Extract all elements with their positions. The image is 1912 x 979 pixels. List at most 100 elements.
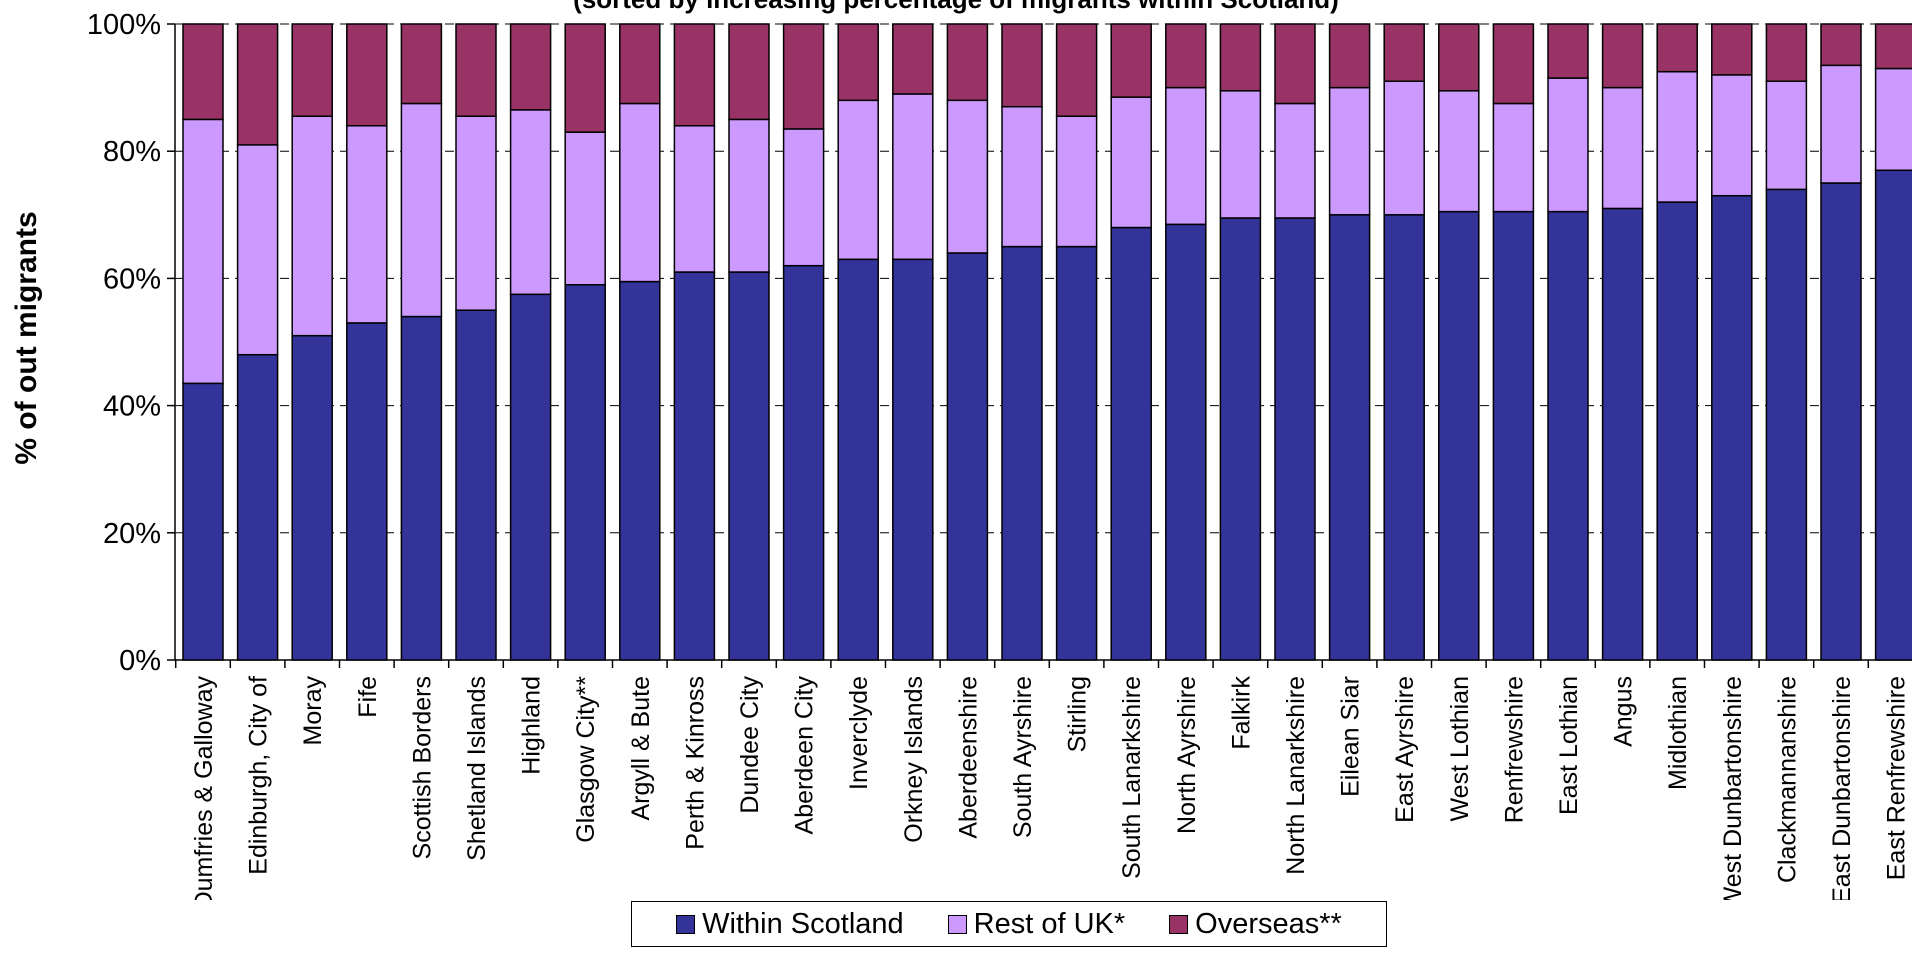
bar-segment <box>1547 77 1589 213</box>
bar-segment <box>291 334 333 661</box>
bar-segment <box>346 23 388 127</box>
x-tick-label: Perth & Kinross <box>681 676 709 850</box>
bar-segment <box>1547 210 1589 661</box>
bar-segment <box>837 99 879 261</box>
x-tick-label: North Ayrshire <box>1173 676 1201 834</box>
bar-segment <box>1001 245 1043 661</box>
x-tick-label: Fife <box>354 676 382 718</box>
bar-segment <box>1656 201 1698 661</box>
bar-segment <box>1492 23 1535 105</box>
y-tick-label: 20% <box>103 518 161 550</box>
bar-segment <box>1711 194 1753 661</box>
bar-segment <box>1492 102 1535 213</box>
x-tick-label: Aberdeenshire <box>954 676 982 839</box>
bar-segment <box>1438 23 1480 92</box>
bar-segment <box>1165 223 1207 661</box>
y-tick-label: 60% <box>103 263 161 295</box>
bar-segment <box>346 322 388 661</box>
bar-segment <box>1328 23 1371 89</box>
x-tick-label: East Renfrewshire <box>1883 676 1911 880</box>
chart-title: (sorted by increasing percentage of migr… <box>0 0 1912 15</box>
x-tick-label: Argyll & Bute <box>627 676 655 821</box>
bar-segment <box>1438 210 1480 661</box>
bar-segment <box>1601 86 1644 210</box>
bar-segment <box>1110 96 1152 229</box>
x-tick-label: Edinburgh, City of <box>245 676 273 875</box>
x-tick-label: East Dunbartonshire <box>1828 676 1856 900</box>
y-tick-label: 0% <box>119 645 161 677</box>
legend-swatch <box>676 914 696 934</box>
bar-segment <box>236 144 279 356</box>
bar-segment <box>1274 102 1316 219</box>
y-tick-label: 40% <box>103 391 161 423</box>
bar-segment <box>1165 23 1207 89</box>
bar-segment <box>1492 210 1535 661</box>
bar-segment <box>619 23 661 105</box>
bar-segment <box>892 23 934 95</box>
bar-segment <box>509 23 552 111</box>
bar-segment <box>1820 23 1862 67</box>
bar-segment <box>564 23 606 133</box>
x-tick-label: East Ayrshire <box>1391 676 1419 823</box>
bar-segment <box>182 382 224 661</box>
bar-segment <box>1055 23 1098 117</box>
x-tick-label: Orkney Islands <box>900 676 928 843</box>
legend-item: Overseas** <box>1169 908 1342 941</box>
x-tick-label: West Dunbartonshire <box>1719 676 1747 900</box>
bar-segment <box>291 115 333 337</box>
legend-swatch <box>1169 914 1189 934</box>
x-tick-label: East Lothian <box>1555 676 1583 815</box>
bar-segment <box>182 118 224 385</box>
x-tick-label: Highland <box>518 676 546 775</box>
bar-segment <box>509 293 552 661</box>
legend-label: Overseas** <box>1195 907 1342 940</box>
bar-segment <box>782 128 825 267</box>
bar-segment <box>728 271 770 661</box>
x-tick-label: South Lanarkshire <box>1118 676 1146 879</box>
bar-segment <box>1656 70 1698 203</box>
x-tick-label: Dundee City <box>736 676 764 814</box>
x-tick-label: Stirling <box>1064 676 1092 752</box>
bar-segment <box>1001 23 1043 108</box>
bar-segment <box>1820 64 1862 184</box>
bar-segment <box>1383 214 1425 661</box>
bar-segment <box>182 23 224 121</box>
bar-segment <box>946 23 989 102</box>
bar-segment <box>455 23 497 117</box>
bar-segment <box>1219 23 1262 92</box>
bar-segment <box>1874 23 1912 70</box>
bar-segment <box>892 93 934 261</box>
bar-segment <box>400 23 443 105</box>
bar-segment <box>564 284 606 661</box>
bar-segment <box>1656 23 1698 73</box>
bar-segment <box>619 102 661 283</box>
bar-segment <box>564 131 606 286</box>
bar-segment <box>1165 86 1207 226</box>
x-tick-label: Midlothian <box>1664 676 1692 790</box>
bar-segment <box>1874 67 1912 172</box>
bar-segment <box>1438 90 1480 213</box>
x-tick-label: Aberdeen City <box>791 676 819 835</box>
x-tick-label: Eilean Siar <box>1337 676 1365 797</box>
bar-segment <box>1219 90 1262 219</box>
bar-segment <box>728 23 770 121</box>
bar-segment <box>673 125 716 273</box>
y-tick-label: 100% <box>87 9 161 41</box>
bar-segment <box>673 271 716 661</box>
x-tick-label: Shetland Islands <box>463 676 491 861</box>
x-tick-label: West Lothian <box>1446 676 1474 821</box>
bar-segment <box>837 258 879 661</box>
bar-segment <box>1001 105 1043 248</box>
bar-segment <box>400 102 443 318</box>
bar-segment <box>1765 188 1808 661</box>
x-tick-label: Dumfries & Galloway <box>190 676 218 900</box>
bar-segment <box>509 109 552 296</box>
bar-segment <box>1765 23 1808 82</box>
bar-segment <box>1219 217 1262 661</box>
y-tick-label: 80% <box>103 136 161 168</box>
bar-segment <box>673 23 716 127</box>
bar-segment <box>1601 23 1644 89</box>
bar-segment <box>291 23 333 117</box>
bar-segment <box>782 264 825 661</box>
bar-segment <box>1274 217 1316 661</box>
